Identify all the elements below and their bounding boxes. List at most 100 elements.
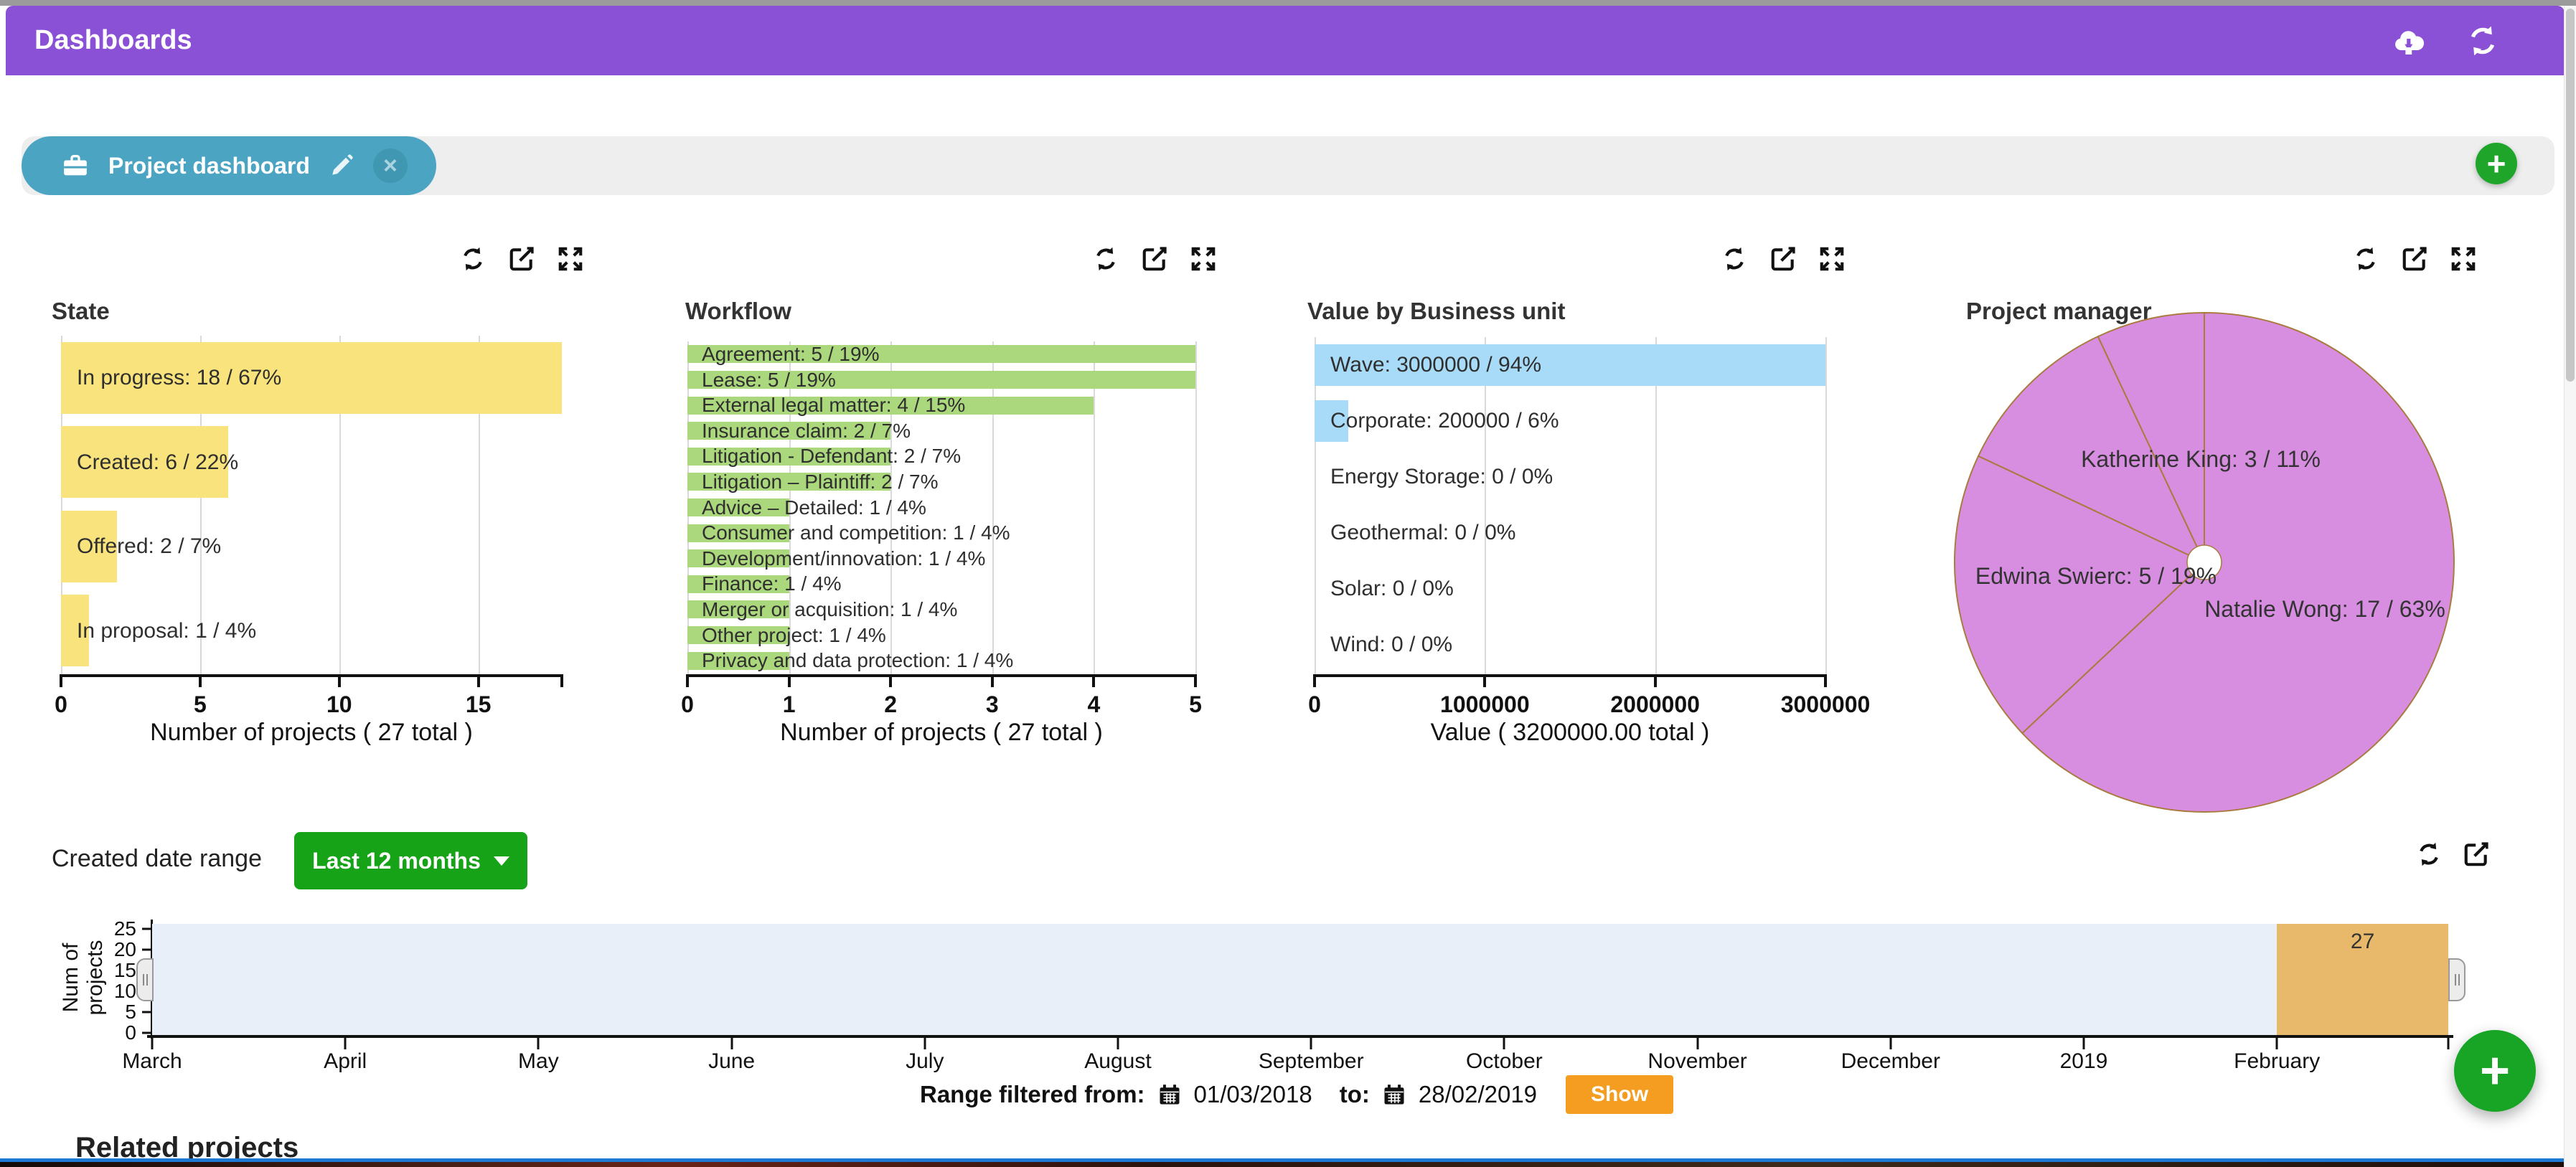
refresh-icon[interactable] bbox=[2415, 841, 2443, 868]
refresh-icon[interactable] bbox=[2465, 24, 2500, 58]
axis-tick bbox=[476, 674, 480, 687]
edit-pencil-icon[interactable] bbox=[329, 153, 354, 179]
drag-handle-right[interactable] bbox=[2448, 958, 2465, 1001]
gridline bbox=[992, 341, 994, 674]
bar bbox=[687, 447, 891, 466]
timeline-y-axis-label: Num of projects bbox=[59, 940, 107, 1016]
gridline bbox=[1094, 341, 1096, 674]
axis-tick-label: 3000000 bbox=[1780, 691, 1871, 717]
expand-icon[interactable] bbox=[1190, 245, 1217, 273]
month-tick bbox=[923, 1038, 926, 1049]
to-date[interactable]: 28/02/2019 bbox=[1418, 1081, 1538, 1107]
timeline-chart[interactable]: 27 bbox=[152, 924, 2448, 1035]
add-button-fab[interactable]: + bbox=[2454, 1030, 2536, 1112]
edit-icon[interactable] bbox=[2463, 841, 2490, 868]
axis-tick-label: 0 bbox=[55, 691, 67, 717]
window-edge bbox=[0, 0, 2576, 6]
gridline bbox=[890, 341, 893, 674]
refresh-icon[interactable] bbox=[1721, 245, 1748, 273]
bar bbox=[687, 396, 1094, 415]
drag-handle-left[interactable] bbox=[136, 958, 154, 1001]
y-tick-label: 20 bbox=[113, 938, 136, 960]
bar-label: Insurance claim: 2 / 7% bbox=[702, 419, 911, 442]
gridline bbox=[339, 336, 341, 674]
page-bottom-edge bbox=[0, 1162, 2576, 1167]
show-button[interactable]: Show bbox=[1566, 1075, 1674, 1114]
axis-tick bbox=[60, 674, 62, 687]
panel-actions bbox=[2352, 245, 2477, 273]
gridline bbox=[199, 336, 202, 674]
add-dashboard-button[interactable]: + bbox=[2476, 143, 2517, 184]
tab-project-dashboard[interactable]: Project dashboard × bbox=[22, 136, 436, 195]
refresh-icon[interactable] bbox=[459, 245, 486, 273]
month-label: February bbox=[2234, 1049, 2321, 1073]
bar bbox=[687, 549, 789, 568]
bar-label: In progress: 18 / 67% bbox=[77, 366, 282, 389]
bar bbox=[61, 510, 117, 582]
selected-range-bar[interactable]: 27 bbox=[2277, 924, 2448, 1035]
bar-label: Corporate: 200000 / 6% bbox=[1330, 409, 1559, 433]
section-divider bbox=[0, 1158, 2576, 1162]
bar bbox=[61, 595, 89, 667]
panel-state: State In progress: 18 / 67% Created: 6 / … bbox=[52, 244, 583, 760]
axis-tick bbox=[560, 674, 563, 687]
scrollbar-thumb[interactable] bbox=[2566, 9, 2575, 382]
bar-label: Offered: 2 / 7% bbox=[77, 534, 222, 558]
created-date-range-label: Created date range bbox=[52, 845, 262, 872]
axis-line bbox=[1315, 674, 1825, 677]
timeline-x-axis-line bbox=[147, 1035, 2453, 1038]
expand-icon[interactable] bbox=[557, 245, 584, 273]
month-label: June bbox=[708, 1049, 756, 1073]
month-label: September bbox=[1258, 1049, 1364, 1073]
gridline bbox=[789, 341, 791, 674]
expand-icon[interactable] bbox=[1818, 245, 1846, 273]
bar bbox=[1315, 344, 1825, 386]
y-tick-label: 5 bbox=[125, 1001, 136, 1023]
axis-tick bbox=[787, 674, 791, 687]
selected-count: 27 bbox=[2350, 930, 2375, 953]
bar bbox=[61, 426, 228, 499]
axis-tick bbox=[337, 674, 341, 687]
refresh-icon[interactable] bbox=[1092, 245, 1119, 273]
bar-label: External legal matter: 4 / 15% bbox=[702, 394, 966, 417]
axis-tick bbox=[1092, 674, 1096, 687]
close-icon[interactable]: × bbox=[372, 148, 408, 183]
gridline bbox=[1485, 337, 1487, 674]
edit-icon[interactable] bbox=[508, 245, 535, 273]
month-label: October bbox=[1466, 1049, 1543, 1073]
month-tick bbox=[1117, 1038, 1119, 1049]
date-range-actions bbox=[2415, 841, 2490, 868]
month-tick bbox=[1310, 1038, 1312, 1049]
calendar-icon[interactable] bbox=[1381, 1082, 1407, 1107]
bar-label: Geothermal: 0 / 0% bbox=[1330, 521, 1516, 544]
pie-slice-label: Katherine King: 3 / 11% bbox=[2081, 446, 2321, 472]
bar-label: Other project: 1 / 4% bbox=[702, 623, 886, 646]
bar-label: Wind: 0 / 0% bbox=[1330, 633, 1453, 656]
axis-tick-label: 1000000 bbox=[1440, 691, 1530, 717]
calendar-icon[interactable] bbox=[1157, 1082, 1183, 1107]
axis-tick bbox=[990, 674, 994, 687]
bar-label: Litigation - Defendant: 2 / 7% bbox=[702, 445, 962, 468]
expand-icon[interactable] bbox=[2450, 245, 2477, 273]
date-range-dropdown[interactable]: Last 12 months bbox=[294, 832, 527, 889]
refresh-icon[interactable] bbox=[2352, 245, 2379, 273]
axis-tick-label: 10 bbox=[326, 691, 352, 717]
y-tick-label: 10 bbox=[113, 980, 136, 1002]
bar-label: Solar: 0 / 0% bbox=[1330, 577, 1454, 600]
chart-title: Workflow bbox=[685, 298, 791, 325]
chart-title: State bbox=[52, 298, 110, 325]
scrollbar[interactable] bbox=[2564, 6, 2576, 1167]
axis-tick-label: 15 bbox=[465, 691, 492, 717]
x-axis-label: Number of projects ( 27 total ) bbox=[150, 719, 473, 746]
edit-icon[interactable] bbox=[1141, 245, 1168, 273]
month-label: August bbox=[1084, 1049, 1152, 1073]
to-label: to: bbox=[1339, 1081, 1370, 1107]
pie-slice bbox=[2097, 311, 2205, 563]
cloud-download-icon[interactable] bbox=[2391, 24, 2425, 58]
gridline bbox=[478, 336, 480, 674]
edit-icon[interactable] bbox=[1769, 245, 1797, 273]
from-date[interactable]: 01/03/2018 bbox=[1193, 1081, 1312, 1107]
bar bbox=[687, 422, 891, 440]
month-tick bbox=[1503, 1038, 1505, 1049]
edit-icon[interactable] bbox=[2401, 245, 2428, 273]
